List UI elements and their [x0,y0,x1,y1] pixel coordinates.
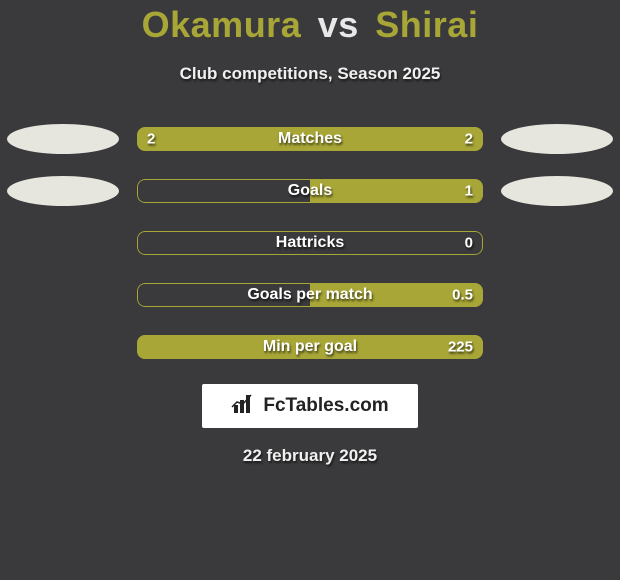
player2-emblem [501,124,613,154]
stat-row: Min per goal 225 [0,332,620,362]
stat-row: Goals 1 [0,176,620,206]
fctables-logo: FcTables.com [202,384,418,428]
stat-value-right: 0.5 [452,287,473,304]
stat-bar: Hattricks 0 [137,231,483,255]
stat-label: Min per goal [263,338,357,356]
stat-value-right: 1 [465,183,473,200]
stat-row: Matches 2 2 [0,124,620,154]
stat-label: Goals [288,182,332,200]
stat-bar: Matches 2 2 [137,127,483,151]
stat-row: Goals per match 0.5 [0,280,620,310]
stat-value-right: 225 [448,339,473,356]
logo-text: FcTables.com [263,395,388,417]
player1-name: Okamura [142,4,302,45]
player1-emblem [7,124,119,154]
vs-word: vs [318,4,359,45]
stat-value-right: 2 [465,131,473,148]
player1-emblem [7,176,119,206]
stat-label: Hattricks [276,234,344,252]
player2-emblem [501,176,613,206]
subtitle: Club competitions, Season 2025 [0,64,620,84]
stat-value-right: 0 [465,235,473,252]
stat-label: Goals per match [247,286,372,304]
stat-label: Matches [278,130,342,148]
stat-row: Hattricks 0 [0,228,620,258]
player2-name: Shirai [375,4,478,45]
footer-date: 22 february 2025 [0,446,620,466]
bar-chart-icon [231,393,257,420]
stat-value-left: 2 [147,131,155,148]
stat-bar: Min per goal 225 [137,335,483,359]
title-row: Okamura vs Shirai [0,0,620,46]
stat-bar: Goals 1 [137,179,483,203]
stats-container: Matches 2 2 Goals 1 Hattricks 0 Goals per match… [0,124,620,362]
bar-fill-right [310,179,483,203]
stat-bar: Goals per match 0.5 [137,283,483,307]
